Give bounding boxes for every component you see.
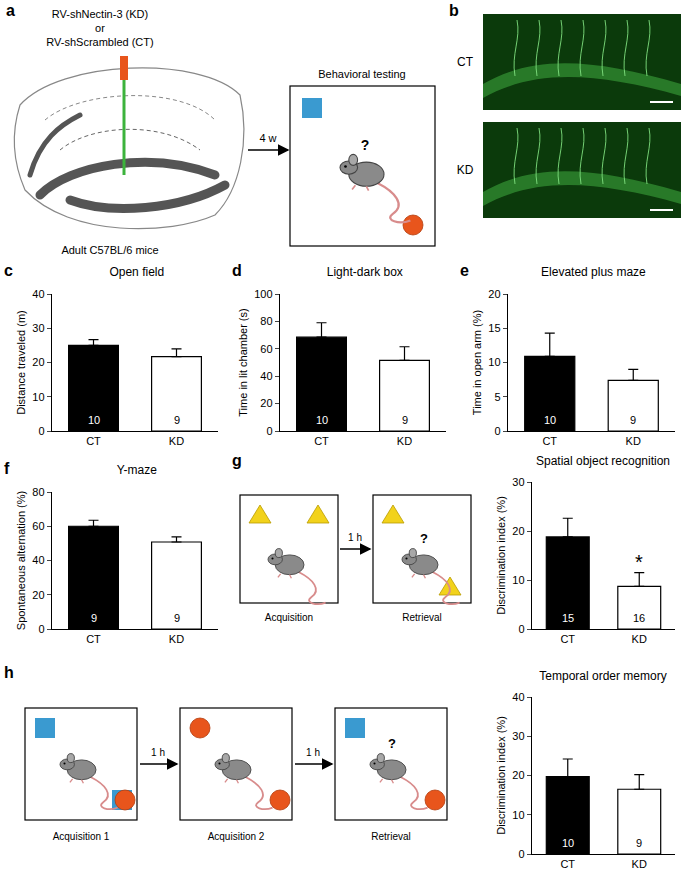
svg-text:Y-maze: Y-maze bbox=[117, 463, 158, 477]
svg-text:CT: CT bbox=[457, 55, 474, 69]
svg-text:Open field: Open field bbox=[109, 265, 164, 279]
svg-text:100: 100 bbox=[254, 288, 272, 300]
svg-text:Adult C57BL/6 mice: Adult C57BL/6 mice bbox=[61, 244, 158, 256]
svg-text:10: 10 bbox=[32, 391, 44, 403]
svg-text:Spontaneous alternation (%): Spontaneous alternation (%) bbox=[15, 491, 27, 630]
svg-text:a: a bbox=[6, 2, 15, 19]
svg-text:Distance traveled (m): Distance traveled (m) bbox=[15, 310, 27, 415]
svg-text:60: 60 bbox=[260, 343, 272, 355]
svg-text:20: 20 bbox=[512, 525, 524, 537]
svg-text:Acquisition 1: Acquisition 1 bbox=[53, 831, 110, 842]
svg-text:CT: CT bbox=[86, 633, 101, 645]
svg-text:0: 0 bbox=[38, 623, 44, 635]
svg-text:?: ? bbox=[388, 736, 396, 751]
html-text:d: d bbox=[232, 262, 242, 279]
svg-text:10: 10 bbox=[512, 809, 524, 821]
svg-text:40: 40 bbox=[512, 691, 524, 703]
svg-text:30: 30 bbox=[512, 730, 524, 742]
svg-text:9: 9 bbox=[636, 837, 642, 849]
svg-text:5: 5 bbox=[494, 391, 500, 403]
svg-text:CT: CT bbox=[86, 435, 101, 447]
svg-text:or: or bbox=[95, 22, 105, 34]
html-text:e: e bbox=[460, 262, 469, 279]
svg-text:Discrimination index (%): Discrimination index (%) bbox=[495, 496, 507, 615]
svg-text:80: 80 bbox=[260, 315, 272, 327]
svg-text:1 h: 1 h bbox=[151, 747, 165, 758]
svg-text:10: 10 bbox=[512, 574, 524, 586]
svg-text:10: 10 bbox=[316, 414, 328, 426]
svg-text:30: 30 bbox=[32, 322, 44, 334]
svg-text:20: 20 bbox=[488, 288, 500, 300]
svg-text:15: 15 bbox=[562, 612, 574, 624]
svg-text:KD: KD bbox=[169, 633, 184, 645]
svg-text:CT: CT bbox=[560, 858, 575, 870]
svg-text:CT: CT bbox=[560, 633, 575, 645]
svg-text:10: 10 bbox=[88, 414, 100, 426]
svg-text:KD: KD bbox=[632, 633, 647, 645]
svg-text:40: 40 bbox=[32, 554, 44, 566]
svg-text:9: 9 bbox=[630, 414, 636, 426]
svg-text:30: 30 bbox=[512, 476, 524, 488]
svg-text:10: 10 bbox=[488, 356, 500, 368]
svg-text:9: 9 bbox=[174, 414, 180, 426]
svg-text:KD: KD bbox=[632, 858, 647, 870]
html-text:g: g bbox=[232, 452, 242, 469]
svg-text:10: 10 bbox=[562, 837, 574, 849]
svg-text:?: ? bbox=[361, 137, 370, 153]
svg-text:9: 9 bbox=[174, 612, 180, 624]
svg-text:Light-dark box: Light-dark box bbox=[327, 265, 403, 279]
svg-text:0: 0 bbox=[494, 425, 500, 437]
svg-text:Acquisition 2: Acquisition 2 bbox=[208, 831, 265, 842]
svg-text:60: 60 bbox=[32, 520, 44, 532]
svg-text:KD: KD bbox=[457, 163, 474, 177]
svg-text:?: ? bbox=[420, 531, 428, 546]
svg-text:15: 15 bbox=[488, 322, 500, 334]
svg-text:20: 20 bbox=[260, 397, 272, 409]
svg-text:CT: CT bbox=[542, 435, 557, 447]
svg-text:16: 16 bbox=[633, 612, 645, 624]
svg-text:Acquisition: Acquisition bbox=[265, 612, 313, 623]
svg-text:0: 0 bbox=[518, 848, 524, 860]
svg-text:40: 40 bbox=[260, 370, 272, 382]
svg-text:0: 0 bbox=[518, 623, 524, 635]
svg-text:KD: KD bbox=[626, 435, 641, 447]
svg-text:Spatial object recognition: Spatial object recognition bbox=[536, 454, 670, 468]
svg-text:RV-shNectin-3 (KD): RV-shNectin-3 (KD) bbox=[52, 8, 148, 20]
svg-text:Time in lit chamber (s): Time in lit chamber (s) bbox=[237, 308, 249, 416]
svg-text:20: 20 bbox=[32, 356, 44, 368]
svg-text:0: 0 bbox=[266, 425, 272, 437]
svg-text:b: b bbox=[449, 2, 459, 19]
svg-text:9: 9 bbox=[91, 612, 97, 624]
svg-text:1 h: 1 h bbox=[306, 747, 320, 758]
svg-text:RV-shScrambled (CT): RV-shScrambled (CT) bbox=[46, 36, 153, 48]
svg-text:4 w: 4 w bbox=[259, 132, 276, 144]
svg-text:20: 20 bbox=[512, 769, 524, 781]
svg-text:Elevated plus maze: Elevated plus maze bbox=[541, 265, 646, 279]
svg-text:0: 0 bbox=[38, 425, 44, 437]
svg-text:KD: KD bbox=[169, 435, 184, 447]
html-text:f: f bbox=[4, 460, 10, 477]
svg-text:Discrimination index (%): Discrimination index (%) bbox=[495, 716, 507, 835]
html-text:h: h bbox=[4, 664, 14, 681]
svg-text:9: 9 bbox=[402, 414, 408, 426]
svg-text:Time in open arm (%): Time in open arm (%) bbox=[471, 310, 483, 415]
svg-text:Retrieval: Retrieval bbox=[402, 612, 441, 623]
svg-text:40: 40 bbox=[32, 288, 44, 300]
svg-text:20: 20 bbox=[32, 589, 44, 601]
svg-text:CT: CT bbox=[314, 435, 329, 447]
svg-text:Temporal order memory: Temporal order memory bbox=[539, 669, 666, 683]
svg-text:*: * bbox=[635, 551, 643, 573]
svg-text:80: 80 bbox=[32, 486, 44, 498]
svg-text:10: 10 bbox=[544, 414, 556, 426]
html-text:c: c bbox=[4, 262, 13, 279]
svg-text:Behavioral testing: Behavioral testing bbox=[318, 68, 405, 80]
svg-text:1 h: 1 h bbox=[348, 532, 362, 543]
svg-text:Retrieval: Retrieval bbox=[371, 831, 410, 842]
svg-text:KD: KD bbox=[397, 435, 412, 447]
